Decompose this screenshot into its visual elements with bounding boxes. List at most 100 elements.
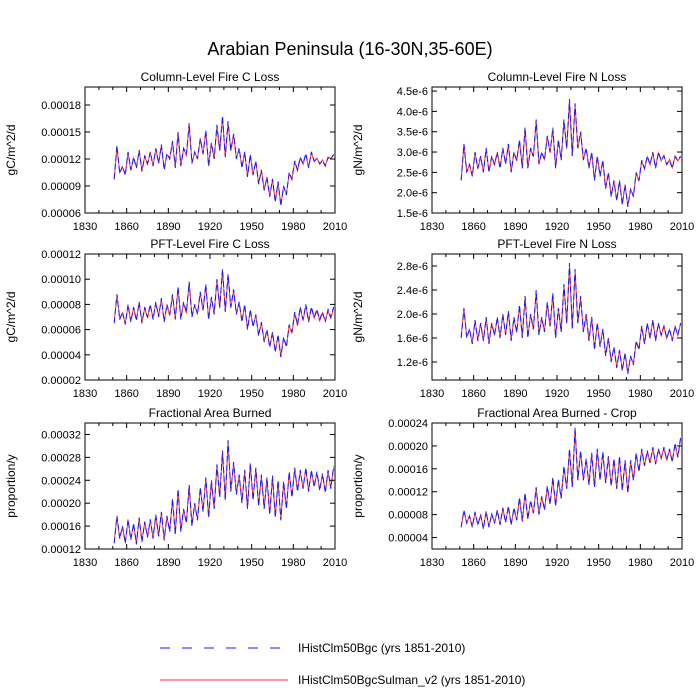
x-tick-label: 1950 [586,388,610,400]
x-tick-label: 2010 [323,557,347,569]
panels: 1830 1860 1890 1920 1950 1980 2010 0.00006 0.000… [4,70,694,569]
y-tick-label: 0.00002 [41,375,81,387]
series-line-1 [113,440,335,545]
chart-panel-5: 1830 1860 1890 1920 1950 1980 2010 0.00012 0.000… [4,406,347,569]
chart-panel-2: 1830 1860 1890 1920 1950 1980 2010 1.5e-6 2.0e-6… [351,70,694,233]
x-tick-label: 2010 [670,557,694,569]
y-axis-label: gN/m^2/d [351,292,365,343]
y-tick-label: 1.2e-6 [397,357,428,369]
x-tick-label: 1920 [198,388,222,400]
y-tick-label: 0.00009 [41,181,81,193]
x-tick-label: 1980 [281,388,305,400]
y-tick-label: 0.00028 [41,452,81,464]
series-line-2 [460,429,682,528]
y-tick-label: 0.00004 [388,533,428,545]
x-tick-label: 1950 [586,221,610,233]
x-tick-label: 2010 [323,221,347,233]
plot-frame [84,253,336,381]
x-tick-label: 1980 [281,557,305,569]
figure-title: Arabian Peninsula (16-30N,35-60E) [207,39,492,59]
x-tick-label: 1980 [628,221,652,233]
x-tick-label: 1860 [114,388,138,400]
x-tick-label: 1950 [586,557,610,569]
y-tick-label: 1.6e-6 [397,333,428,345]
panel-title: PFT-Level Fire C Loss [150,237,269,251]
x-tick-label: 1860 [114,557,138,569]
x-tick-label: 1920 [545,557,569,569]
y-tick-label: 0.00012 [41,154,81,166]
y-tick-label: 4.0e-6 [397,106,428,118]
legend-label-series-2: IHistClm50BgcSulman_v2 (yrs 1851-2010) [298,673,525,687]
x-tick-label: 1890 [156,221,180,233]
x-tick-label: 1980 [628,557,652,569]
y-axis-label: gN/m^2/d [351,125,365,176]
panel-title: Column-Level Fire C Loss [141,70,280,84]
x-tick-label: 1890 [503,388,527,400]
y-tick-label: 0.00008 [388,510,428,522]
x-tick-label: 1860 [461,221,485,233]
plot-frame [84,86,336,214]
y-tick-label: 0.00024 [41,475,81,487]
x-tick-label: 1950 [239,221,263,233]
y-axis-label: gC/m^2/d [4,292,18,343]
y-tick-label: 2.5e-6 [397,167,428,179]
y-tick-label: 0.00032 [41,429,81,441]
panel-title: Fractional Area Burned [149,406,272,420]
x-tick-label: 1920 [198,557,222,569]
x-tick-label: 1980 [281,221,305,233]
y-tick-label: 0.00004 [41,350,81,362]
y-tick-label: 0.00020 [41,498,81,510]
x-tick-label: 1830 [420,221,444,233]
series-line-1 [460,427,682,530]
y-tick-label: 0.00006 [41,325,81,337]
panel-title: Fractional Area Burned - Crop [477,406,637,420]
y-tick-label: 0.00016 [388,464,428,476]
x-tick-label: 1890 [503,221,527,233]
y-tick-label: 0.00010 [41,274,81,286]
panel-title: Column-Level Fire N Loss [488,70,627,84]
y-tick-label: 0.00006 [41,208,81,220]
y-tick-label: 3.0e-6 [397,147,428,159]
y-axis-label: gC/m^2/d [4,125,18,176]
series-line-2 [460,101,682,207]
series-line-1 [460,99,682,207]
y-tick-label: 0.00016 [41,521,81,533]
x-tick-label: 1830 [73,388,97,400]
x-tick-label: 1920 [198,221,222,233]
chart-panel-1: 1830 1860 1890 1920 1950 1980 2010 0.00006 0.000… [4,70,347,233]
y-tick-label: 0.00024 [388,418,428,430]
x-tick-label: 1890 [503,557,527,569]
y-tick-label: 2.8e-6 [397,261,428,273]
series-line-1 [113,115,335,206]
x-tick-label: 1830 [420,388,444,400]
x-tick-label: 1980 [628,388,652,400]
y-tick-label: 0.00015 [41,127,81,139]
chart-panel-3: 1830 1860 1890 1920 1950 1980 2010 0.00002 0.000… [4,237,347,400]
x-tick-label: 1920 [545,221,569,233]
panel-title: PFT-Level Fire N Loss [497,237,616,251]
series-line-1 [460,262,682,375]
y-tick-label: 2.0e-6 [397,309,428,321]
y-tick-label: 0.00012 [388,487,428,499]
y-tick-label: 0.00008 [41,299,81,311]
chart-panel-6: 1830 1860 1890 1920 1950 1980 2010 0.00004 0.000… [351,406,694,569]
y-tick-label: 3.5e-6 [397,127,428,139]
x-tick-label: 1890 [156,388,180,400]
x-tick-label: 1860 [461,557,485,569]
series-line-2 [460,265,682,373]
legend: IHistClm50Bgc (yrs 1851-2010) IHistClm50… [160,641,525,687]
x-tick-label: 1830 [73,221,97,233]
y-tick-label: 0.00012 [41,544,81,556]
y-axis-label: proportion/y [4,454,18,517]
x-tick-label: 2010 [670,388,694,400]
y-tick-label: 1.5e-6 [397,208,428,220]
x-tick-label: 1950 [239,388,263,400]
y-tick-label: 0.00020 [388,441,428,453]
y-tick-label: 0.00012 [41,249,81,261]
x-tick-label: 1860 [461,388,485,400]
x-tick-label: 2010 [670,221,694,233]
y-axis-label: proportion/y [351,454,365,517]
x-tick-label: 2010 [323,388,347,400]
y-tick-label: 4.5e-6 [397,86,428,98]
